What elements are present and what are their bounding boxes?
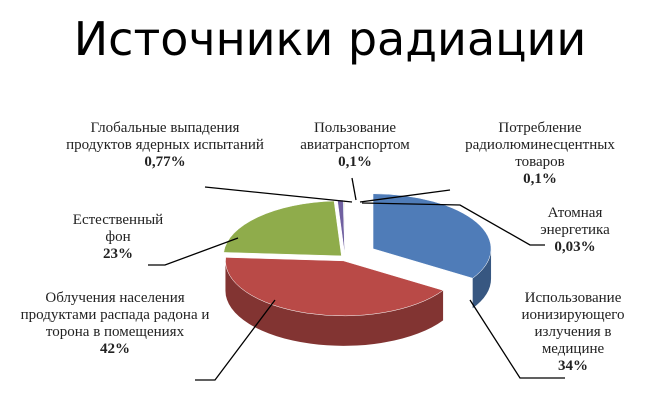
chart-title: Источники радиации	[73, 12, 587, 66]
value-label: 23%	[103, 246, 133, 262]
leader-line	[361, 202, 545, 246]
leader-line	[204, 186, 353, 203]
leader-line	[351, 177, 357, 201]
slice-label: Естественный фон 23%	[68, 212, 168, 263]
category-label: Потребление радиолюминесцентных товаров	[465, 120, 615, 170]
category-label: Атомная энергетика	[540, 205, 610, 238]
leader-lines	[148, 177, 565, 381]
leader-line	[469, 299, 565, 379]
slice-side	[472, 248, 492, 309]
value-label: 42%	[100, 341, 130, 357]
category-label: Пользование авиатранспортом	[300, 120, 410, 153]
leader-line	[195, 299, 276, 381]
value-label: 0,03%	[554, 239, 596, 255]
slice-label: Пользование авиатранспортом 0,1%	[285, 120, 425, 171]
slice-label: Атомная энергетика 0,03%	[520, 205, 630, 256]
slice-tops	[223, 193, 492, 317]
leader-line	[148, 237, 239, 266]
slice-label: Глобальные выпадения продуктов ядерных и…	[65, 120, 265, 171]
value-label: 0,1%	[338, 154, 372, 170]
category-label: Использование ионизирующего излучения в …	[521, 290, 625, 357]
category-label: Естественный фон	[72, 212, 164, 245]
value-label: 0,1%	[523, 171, 557, 187]
pie-slice	[225, 257, 444, 317]
pie-slice	[223, 200, 342, 257]
category-label: Облучения населения продуктами распада р…	[20, 290, 210, 340]
slice-sides	[225, 248, 492, 346]
slice-label: Использование ионизирующего излучения в …	[503, 290, 643, 375]
pie-slice	[372, 193, 492, 279]
category-label: Глобальные выпадения продуктов ядерных и…	[66, 120, 264, 153]
leader-line	[359, 189, 451, 203]
slice-label: Потребление радиолюминесцентных товаров 0…	[455, 120, 625, 188]
slice-label: Облучения населения продуктами распада р…	[10, 290, 220, 358]
value-label: 34%	[558, 358, 588, 374]
slice-side	[225, 260, 444, 346]
value-label: 0,77%	[144, 154, 186, 170]
